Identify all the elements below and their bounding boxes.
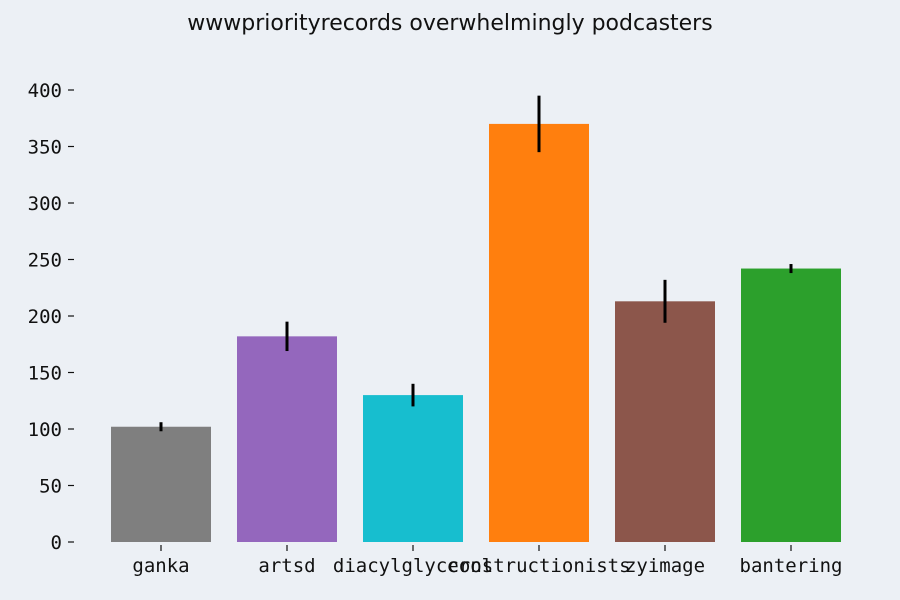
bar-ganka (111, 426, 211, 542)
bar-diacylglycerol (363, 395, 463, 542)
bar-bantering (741, 268, 841, 542)
y-tick-label: 350 (28, 137, 62, 159)
x-tick-label: bantering (740, 555, 843, 577)
bar-series (111, 123, 841, 543)
y-tick-label: 400 (28, 80, 62, 102)
y-tick-label: 100 (28, 419, 62, 441)
y-tick-label: 300 (28, 193, 62, 215)
x-axis: ganka artsd diacylglycerolconstructionists… (132, 545, 842, 577)
y-tick-label: 150 (28, 363, 62, 385)
y-tick-label: 200 (28, 306, 62, 328)
x-tick-label: constructionists (447, 555, 630, 577)
y-axis: 0 50 100 150 200 250 300 350 400 (28, 80, 74, 554)
bar-artsd (237, 336, 337, 542)
y-tick-label: 250 (28, 250, 62, 272)
error-bars (159, 95, 793, 432)
chart-title: wwwpriorityrecords overwhelmingly podcas… (187, 11, 712, 36)
bar-zyimage (615, 301, 715, 542)
y-tick-label: 50 (39, 476, 62, 498)
x-tick-label: diacylglycerol (333, 555, 493, 577)
x-tick-label: artsd (258, 555, 315, 577)
x-tick-label: ganka (132, 555, 189, 577)
x-tick-label: zyimage (625, 555, 705, 577)
bar-constructionists (489, 123, 589, 543)
y-tick-label: 0 (51, 532, 62, 554)
